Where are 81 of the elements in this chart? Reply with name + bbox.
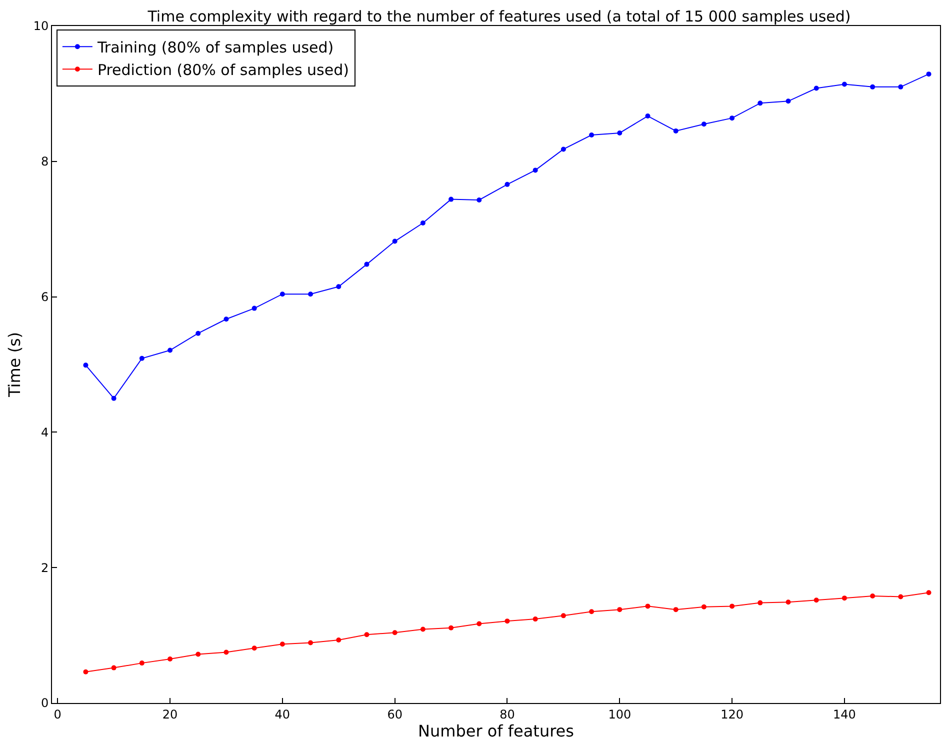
y-tick-label: 2 — [40, 560, 49, 575]
point — [448, 196, 454, 202]
point — [336, 284, 342, 290]
point — [420, 220, 426, 226]
point — [168, 348, 173, 353]
point — [617, 607, 622, 612]
point — [814, 86, 819, 91]
x-tick-label: 20 — [162, 707, 178, 722]
point — [842, 596, 847, 601]
y-tick-label: 6 — [40, 290, 49, 304]
point — [645, 604, 650, 609]
point — [280, 642, 285, 647]
y-axis-title: Time (s) — [5, 332, 24, 398]
point — [842, 82, 847, 87]
point — [420, 626, 426, 632]
point — [730, 116, 735, 121]
point — [898, 594, 904, 600]
point — [196, 330, 201, 336]
x-tick-label: 40 — [274, 707, 290, 722]
point — [336, 638, 342, 643]
point — [196, 652, 201, 657]
point — [224, 650, 229, 655]
point — [364, 632, 370, 638]
point — [786, 600, 791, 605]
point — [168, 656, 173, 662]
y-tick-label: 8 — [40, 154, 49, 169]
y-tick-label: 0 — [40, 696, 49, 710]
x-tick-label: 0 — [54, 707, 62, 722]
point — [308, 292, 314, 297]
point — [448, 625, 454, 630]
y-tick-label: 10 — [33, 19, 49, 34]
point — [111, 665, 116, 670]
point — [589, 132, 594, 138]
point — [532, 168, 538, 173]
x-tick-label: 100 — [608, 707, 632, 722]
point — [111, 396, 116, 401]
point — [926, 72, 932, 77]
point — [560, 613, 566, 618]
point — [701, 604, 706, 610]
point — [139, 660, 144, 666]
point — [758, 100, 763, 106]
point — [758, 600, 763, 606]
point — [673, 607, 678, 612]
point — [364, 262, 370, 267]
x-tick-label: 60 — [387, 707, 402, 722]
x-tick-label: 120 — [720, 707, 744, 722]
point — [870, 84, 876, 90]
point — [392, 630, 398, 636]
x-tick-label: 80 — [500, 707, 515, 722]
point — [898, 84, 904, 90]
point — [504, 182, 510, 187]
point — [589, 609, 594, 614]
point — [870, 594, 876, 599]
point — [617, 130, 622, 136]
legend-label: Training (80% of samples used) — [96, 38, 334, 56]
point — [476, 197, 482, 202]
point — [476, 621, 482, 626]
point — [730, 604, 735, 609]
point — [83, 669, 88, 674]
point — [560, 146, 566, 152]
point — [252, 306, 257, 311]
point — [139, 356, 144, 361]
point — [786, 98, 791, 104]
point — [392, 238, 398, 244]
legend-label: Prediction (80% of samples used) — [97, 60, 349, 79]
point — [280, 292, 285, 297]
point — [252, 646, 257, 651]
point — [224, 316, 229, 322]
point — [673, 128, 678, 134]
point — [645, 114, 650, 119]
x-tick-label: 140 — [833, 707, 856, 722]
point — [701, 122, 706, 127]
point — [532, 616, 538, 622]
chart-title: Time complexity with regard to the number of features used (a total of 15 000 samples used) — [146, 8, 851, 26]
point — [83, 362, 88, 368]
point — [504, 618, 510, 624]
point — [814, 598, 819, 603]
y-tick-label: 4 — [40, 425, 49, 440]
point — [308, 640, 314, 646]
point — [926, 590, 932, 596]
x-axis-title: Number of features — [418, 721, 574, 740]
